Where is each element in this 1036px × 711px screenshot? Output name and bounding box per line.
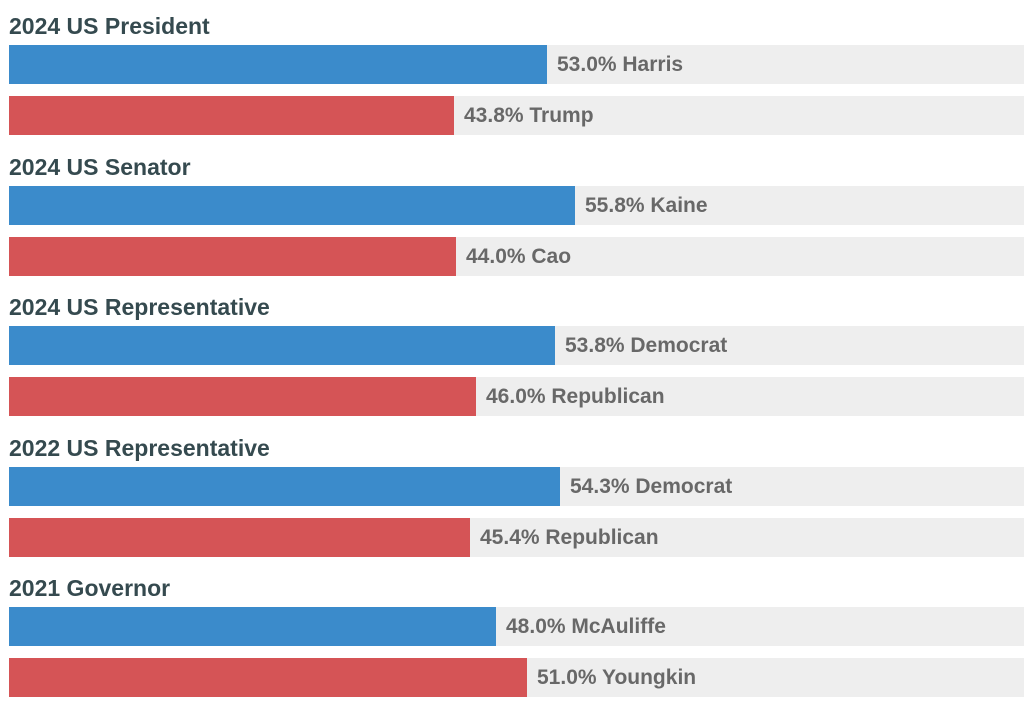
republican-bar xyxy=(9,377,476,416)
race-title: 2024 US Senator xyxy=(9,154,191,180)
republican-bar-label: 44.0% Cao xyxy=(466,245,572,268)
democrat-bar-label: 53.0% Harris xyxy=(557,53,684,76)
republican-bar-label: 43.8% Trump xyxy=(464,104,594,127)
democrat-bar xyxy=(9,186,575,225)
republican-bar-track: 51.0% Youngkin xyxy=(9,658,1024,697)
democrat-bar xyxy=(9,607,496,646)
republican-bar-track: 44.0% Cao xyxy=(9,237,1024,276)
democrat-bar xyxy=(9,467,560,506)
republican-bar xyxy=(9,96,454,135)
race-title: 2022 US Representative xyxy=(9,435,270,461)
democrat-bar-label: 48.0% McAuliffe xyxy=(506,615,666,638)
republican-bar-track: 43.8% Trump xyxy=(9,96,1024,135)
democrat-bar-track: 53.0% Harris xyxy=(9,45,1024,84)
republican-bar-label: 46.0% Republican xyxy=(486,385,665,408)
democrat-bar-label: 54.3% Democrat xyxy=(570,475,733,498)
republican-bar xyxy=(9,658,527,697)
republican-bar-track: 46.0% Republican xyxy=(9,377,1024,416)
democrat-bar xyxy=(9,326,555,365)
republican-bar-label: 45.4% Republican xyxy=(480,526,659,549)
democrat-bar-label: 53.8% Democrat xyxy=(565,334,728,357)
democrat-bar xyxy=(9,45,547,84)
republican-bar xyxy=(9,518,470,557)
democrat-bar-track: 53.8% Democrat xyxy=(9,326,1024,365)
race-title: 2021 Governor xyxy=(9,575,171,601)
republican-bar-label: 51.0% Youngkin xyxy=(537,666,697,689)
democrat-bar-track: 54.3% Democrat xyxy=(9,467,1024,506)
republican-bar-track: 45.4% Republican xyxy=(9,518,1024,557)
democrat-bar-track: 55.8% Kaine xyxy=(9,186,1024,225)
democrat-bar-track: 48.0% McAuliffe xyxy=(9,607,1024,646)
republican-bar xyxy=(9,237,456,276)
democrat-bar-label: 55.8% Kaine xyxy=(585,194,708,217)
race-title: 2024 US Representative xyxy=(9,294,270,320)
race-title: 2024 US President xyxy=(9,13,210,39)
